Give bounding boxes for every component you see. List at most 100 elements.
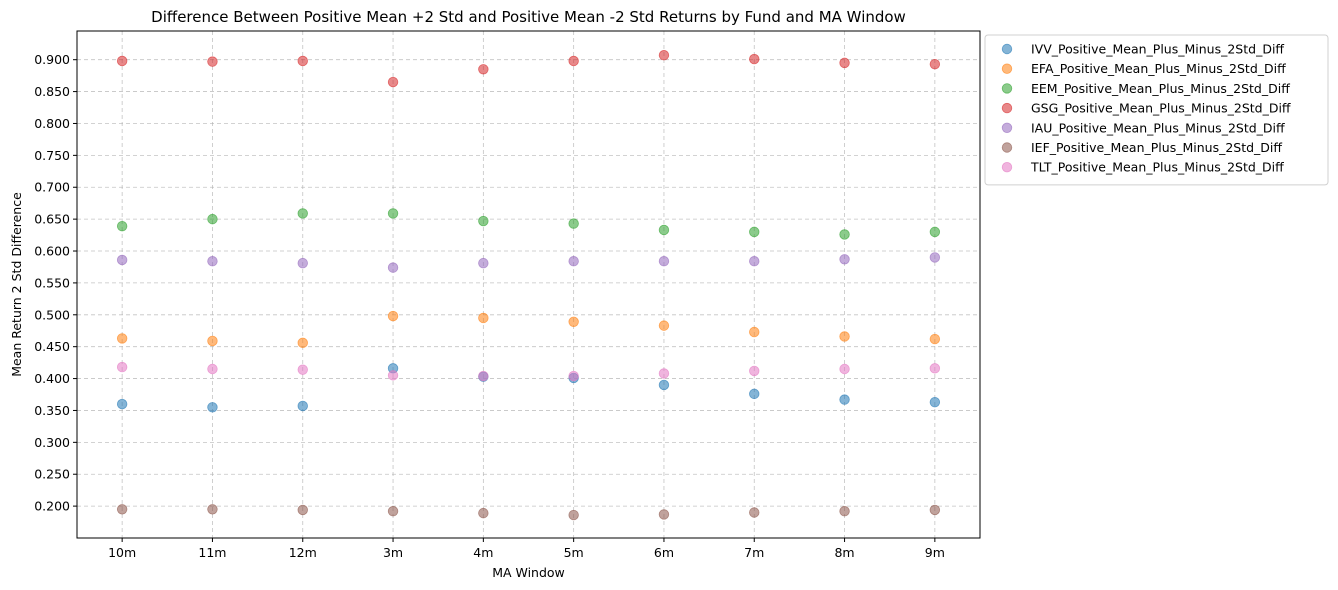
legend-marker — [1001, 161, 1013, 173]
legend-entry: IVV_Positive_Mean_Plus_Minus_2Std_Diff — [1031, 42, 1284, 57]
data-point — [658, 256, 670, 267]
data-point — [568, 256, 579, 267]
data-point — [839, 254, 850, 265]
legend-marker — [1001, 122, 1013, 134]
legend-entry: EEM_Positive_Mean_Plus_Minus_2Std_Diff — [1031, 81, 1290, 96]
data-point — [297, 208, 308, 219]
y-tick-label: 0.800 — [34, 116, 70, 131]
data-point — [207, 56, 218, 67]
data-point — [116, 333, 128, 344]
grid — [77, 31, 980, 538]
data-point — [749, 226, 760, 238]
y-tick-label: 0.250 — [34, 467, 70, 482]
data-point — [749, 53, 760, 65]
data-point — [116, 398, 128, 410]
y-tick-label: 0.850 — [34, 84, 70, 99]
data-point — [568, 218, 579, 229]
data-point — [839, 363, 850, 375]
data-point — [749, 256, 760, 267]
data-point — [297, 55, 308, 67]
data-point — [839, 57, 850, 69]
data-point — [116, 220, 128, 232]
x-tick-label: 10m — [108, 545, 136, 560]
data-point — [478, 312, 489, 324]
data-point — [929, 363, 941, 374]
data-point — [658, 320, 670, 331]
series-points — [116, 50, 941, 88]
data-points — [116, 50, 941, 521]
y-tick-label: 0.550 — [34, 275, 70, 290]
data-point — [568, 55, 579, 67]
data-point — [658, 368, 670, 379]
data-point — [749, 388, 760, 400]
y-tick-label: 0.600 — [34, 244, 70, 259]
y-axis: 0.200 0.250 0.300 0.350 0.400 0.450 0.500 0.550… — [34, 52, 77, 514]
data-point — [658, 50, 670, 61]
data-point — [116, 361, 128, 373]
data-point — [116, 504, 128, 515]
data-point — [929, 252, 941, 263]
x-tick-label: 7m — [744, 545, 764, 560]
y-tick-label: 0.350 — [34, 403, 70, 418]
data-point — [929, 396, 941, 408]
legend-marker — [1001, 63, 1013, 74]
data-point — [839, 331, 850, 342]
data-point — [387, 76, 399, 88]
y-tick-label: 0.200 — [34, 499, 70, 514]
x-tick-label: 9m — [925, 545, 945, 560]
data-point — [207, 335, 218, 347]
y-tick-label: 0.650 — [34, 212, 70, 227]
y-axis-label: Mean Return 2 Std Difference — [9, 192, 24, 377]
y-tick-label: 0.300 — [34, 435, 70, 450]
data-point — [839, 229, 850, 240]
data-point — [297, 504, 308, 516]
legend: IVV_Positive_Mean_Plus_Minus_2Std_Diff EF… — [984, 34, 1329, 186]
series-points — [116, 361, 941, 382]
data-point — [929, 333, 941, 345]
data-point — [929, 226, 941, 238]
x-axis-label: MA Window — [492, 565, 565, 580]
y-tick-label: 0.450 — [34, 339, 70, 354]
data-point — [839, 506, 850, 517]
data-point — [568, 370, 579, 382]
data-point — [929, 58, 941, 70]
series-points — [116, 208, 941, 240]
data-point — [478, 215, 489, 227]
data-point — [297, 337, 308, 349]
chart-title: Difference Between Positive Mean +2 Std … — [151, 8, 906, 26]
data-point — [116, 254, 128, 266]
data-point — [478, 257, 489, 269]
data-point — [387, 370, 399, 381]
data-point — [116, 55, 128, 67]
x-tick-label: 3m — [383, 545, 403, 560]
data-point — [658, 224, 670, 236]
data-point — [387, 262, 399, 273]
x-tick-label: 6m — [654, 545, 674, 560]
data-point — [297, 257, 308, 269]
data-point — [207, 363, 218, 375]
data-point — [207, 402, 218, 413]
data-point — [207, 213, 218, 225]
legend-box — [984, 34, 1329, 186]
data-point — [478, 370, 489, 382]
data-point — [387, 310, 399, 322]
data-point — [478, 507, 489, 519]
x-tick-label: 8m — [834, 545, 854, 560]
data-point — [387, 208, 399, 219]
legend-marker — [1001, 83, 1013, 94]
legend-entry: TLT_Positive_Mean_Plus_Minus_2Std_Diff — [1030, 160, 1284, 175]
x-tick-label: 12m — [289, 545, 317, 560]
series-points — [116, 504, 941, 521]
legend-marker — [1001, 142, 1013, 153]
legend-entry: IAU_Positive_Mean_Plus_Minus_2Std_Diff — [1031, 120, 1285, 135]
x-tick-label: 5m — [564, 545, 584, 560]
data-point — [387, 506, 399, 517]
data-point — [478, 64, 489, 75]
series-points — [116, 363, 941, 413]
data-point — [749, 326, 760, 338]
data-point — [749, 365, 760, 377]
x-axis: 10m 11m 12m 3m 4m 5m 6m 7m 8m 9m — [108, 538, 945, 560]
data-point — [658, 379, 670, 391]
x-tick-label: 4m — [473, 545, 493, 560]
legend-marker — [1001, 102, 1013, 114]
